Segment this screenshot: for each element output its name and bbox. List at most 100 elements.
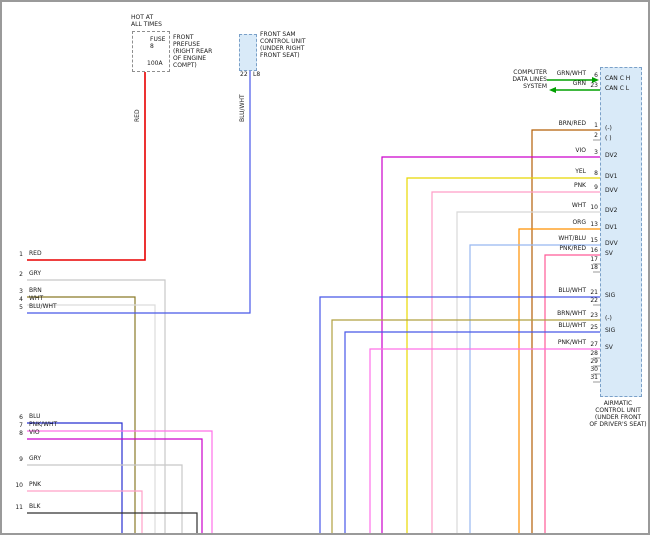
signal-label: (-)	[605, 125, 612, 132]
signal-label: DV2	[605, 207, 618, 214]
wire-color-label: BLU/WHT	[558, 322, 586, 329]
wire-color-label: WHT/BLU	[558, 235, 586, 242]
wire-line	[27, 72, 146, 261]
wire-line	[431, 191, 600, 533]
signal-label: CAN C L	[605, 85, 630, 92]
prefuse-name-label: FRONT PREFUSE (RIGHT REAR OF ENGINE COMP…	[173, 34, 213, 69]
pin-number: 4	[19, 296, 23, 303]
wire-color-label: BRN/WHT	[557, 310, 586, 317]
pin-number: 28	[590, 350, 598, 357]
wire-line	[331, 319, 600, 533]
wire-line	[369, 348, 600, 533]
signal-label: DV2	[605, 152, 618, 159]
wire-line	[319, 296, 600, 533]
prefuse-box	[132, 31, 170, 72]
wire-color-label: BLU/WHT	[558, 287, 586, 294]
pin-number: 29	[590, 358, 598, 365]
fuse-amp-label: 100A	[147, 60, 163, 67]
computer-data-lines-label: COMPUTER DATA LINES SYSTEM	[512, 69, 547, 90]
wire-color-label: BRN/RED	[558, 120, 586, 127]
pin-number: 8	[594, 170, 598, 177]
wire-color-label: GRN	[572, 80, 586, 87]
signal-label: (-)	[605, 315, 612, 322]
wire-line	[27, 438, 203, 533]
wire-color-label: VIO	[29, 429, 40, 436]
wire-line	[469, 244, 600, 533]
wire-line	[544, 254, 600, 533]
signal-label: SIG	[605, 292, 616, 299]
sam-box	[239, 34, 257, 71]
wire-line	[27, 304, 156, 533]
pin-number: 23	[590, 312, 598, 319]
wire-line	[531, 129, 600, 533]
pin-number: 17	[590, 256, 598, 263]
wire-color-label: PNK	[29, 481, 42, 488]
pin-number: 11	[15, 504, 23, 511]
arrow-head	[549, 87, 556, 93]
pin-number: 3	[594, 149, 598, 156]
pin-number: 27	[590, 341, 598, 348]
pin-number: 10	[590, 204, 598, 211]
wire-color-label: BRN	[29, 287, 42, 294]
pin-number: 6	[594, 72, 598, 79]
pin-number: 1	[594, 122, 598, 129]
pin-number: 30	[590, 366, 598, 373]
pin-number: 2	[19, 271, 23, 278]
wire-color-label: PNK	[573, 182, 586, 189]
pin-number: 18	[590, 264, 598, 271]
wire-line	[27, 279, 166, 533]
wire-color-vertical-label: RED	[134, 109, 141, 122]
sam-name-label: FRONT SAM CONTROL UNIT (UNDER RIGHT FRON…	[260, 31, 306, 59]
sam-pin-number: 22	[240, 71, 248, 78]
pin-number: 7	[19, 422, 23, 429]
signal-label: DV1	[605, 173, 618, 180]
signal-label: SV	[605, 250, 613, 257]
wire-color-label: RED	[29, 250, 42, 257]
pin-number: 9	[594, 184, 598, 191]
wire-color-vertical-label: BLU/WHT	[239, 94, 246, 122]
wire-line	[27, 430, 213, 533]
pin-number: 1	[19, 251, 23, 258]
wire-color-label: BLU/WHT	[29, 303, 57, 310]
wire-line	[27, 464, 183, 533]
pin-number: 31	[590, 374, 598, 381]
pin-number: 13	[590, 221, 598, 228]
sam-connector-label: L8	[253, 71, 261, 78]
wire-color-label: GRY	[29, 270, 42, 277]
wire-line	[518, 228, 600, 533]
wire-line	[27, 71, 251, 314]
wire-line	[381, 156, 600, 533]
wire-color-label: BLU	[29, 413, 41, 420]
fuse-label: FUSE 8	[150, 36, 166, 50]
wire-color-label: GRY	[29, 455, 42, 462]
signal-label: SV	[605, 344, 613, 351]
wire-color-label: GRN/WHT	[556, 70, 586, 77]
airmatic-name-label: AIRMATIC CONTROL UNIT (UNDER FRONT OF DR…	[589, 400, 647, 428]
wire-color-label: VIO	[575, 147, 586, 154]
arrow-head	[592, 77, 599, 83]
pin-number: 3	[19, 288, 23, 295]
signal-label: SIG	[605, 327, 616, 334]
hot-at-all-times-label: HOT AT ALL TIMES	[131, 14, 162, 28]
pin-number: 21	[590, 289, 598, 296]
wire-line	[27, 296, 136, 533]
wire-color-label: BLK	[29, 503, 41, 510]
pin-number: 9	[19, 456, 23, 463]
wire-line	[406, 177, 600, 533]
pin-number: 22	[590, 297, 598, 304]
pin-number: 16	[590, 247, 598, 254]
pin-number: 23	[590, 82, 598, 89]
pin-number: 2	[594, 132, 598, 139]
signal-label: ( )	[605, 135, 612, 142]
wire-line	[27, 422, 123, 533]
pin-number: 15	[590, 237, 598, 244]
wire-color-label: WHT	[29, 295, 44, 302]
wire-line	[27, 490, 143, 533]
pin-number: 25	[590, 324, 598, 331]
pin-number: 5	[19, 304, 23, 311]
wire-color-label: ORG	[572, 219, 586, 226]
wire-line	[456, 211, 600, 533]
wire-line	[344, 331, 600, 533]
